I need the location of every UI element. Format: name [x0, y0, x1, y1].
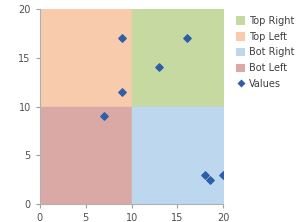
- Point: [102, 115, 106, 118]
- Legend: Top Right, Top Left, Bot Right, Bot Left, Values: Top Right, Top Left, Bot Right, Bot Left…: [234, 14, 297, 91]
- Point: [120, 90, 125, 94]
- Point: [207, 178, 212, 182]
- Point: [184, 36, 189, 40]
- Point: [120, 36, 125, 40]
- Point: [157, 66, 162, 69]
- Point: [221, 173, 226, 177]
- Point: [203, 173, 207, 177]
